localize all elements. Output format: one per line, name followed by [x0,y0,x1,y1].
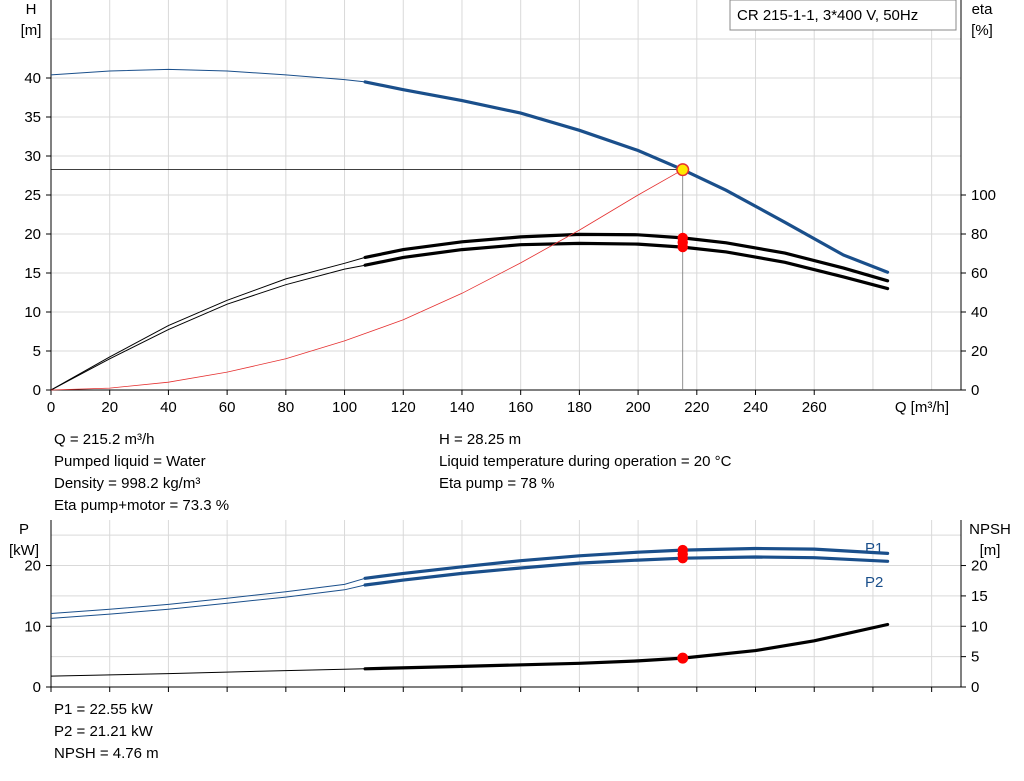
power-npsh-chart: 0 10 20 0 5 10 15 20 P [kW] NPSH [m] P1 P2 [9,520,1011,696]
info-head: H = 28.25 m [439,431,522,448]
info-pumped-liquid: Pumped liquid = Water [54,453,206,470]
info-eta-pump: Eta pump = 78 % [439,475,555,492]
y-right-tick-label: 60 [971,265,988,282]
info-density: Density = 998.2 kg/m³ [54,475,201,492]
curve-2-operating [363,622,890,671]
y-right-tick-label: 40 [971,304,988,321]
x-tick-label: 100 [332,399,357,416]
x-tick-label: 260 [802,399,827,416]
curve-2-operating [363,241,890,291]
y-left-tick-label: 10 [24,618,41,635]
x-tick-label: 140 [449,399,474,416]
op-npsh-marker [677,652,689,664]
y-right-tick-label: 20 [971,558,988,575]
info-eta-pump-motor: Eta pump+motor = 73.3 % [54,497,230,514]
y-left-tick-label: 20 [24,558,41,575]
curve-1-operating [363,232,890,283]
curve-0-extended [50,577,366,614]
y-left-tick-label: 5 [33,343,41,360]
x-tick-label: 0 [47,399,55,416]
y-left-unit: [m] [21,22,42,39]
info-bottom: P1 = 22.55 kW P2 = 21.21 kW NPSH = 4.76 … [54,699,159,765]
curve-1-operating [363,555,890,587]
y-left-tick-label: 40 [24,70,41,87]
x-tick-label: 120 [391,399,416,416]
curve-3 [50,169,683,391]
y-left-unit: [kW] [9,542,39,559]
legend-label: CR 215-1-1, 3*400 V, 50Hz [737,7,918,24]
y-right-tick-label: 0 [971,679,979,696]
op-head-marker [676,163,690,177]
y-right-tick-label: 5 [971,649,979,666]
info-top-right: H = 28.25 m Liquid temperature during op… [439,429,731,495]
y-right-label: eta [972,1,994,18]
info-npsh: NPSH = 4.76 m [54,745,159,762]
y-left-tick-label: 35 [24,109,41,126]
curve-0-operating [363,80,890,274]
info-liquid-temperature: Liquid temperature during operation = 20… [439,453,732,470]
y-left-tick-label: 30 [24,148,41,165]
curve-1-extended [50,256,366,391]
x-tick-label: 60 [219,399,236,416]
y-left-tick-label: 0 [33,679,41,696]
curve-2-extended [50,668,366,677]
x-tick-label: 20 [101,399,118,416]
op-power-marker-center [677,548,688,560]
op-eta-marker-center [677,237,688,248]
y-left-tick-label: 25 [24,187,41,204]
y-left-tick-label: 10 [24,304,41,321]
y-left-tick-label: 15 [24,265,41,282]
y-right-tick-label: 15 [971,588,988,605]
series-label-p2: P2 [865,574,883,591]
x-tick-label: 220 [684,399,709,416]
x-tick-label: 80 [277,399,294,416]
x-tick-label: 160 [508,399,533,416]
y-right-unit: [%] [971,22,993,39]
x-tick-label: 200 [626,399,651,416]
y-right-tick-label: 0 [971,382,979,399]
y-right-label: NPSH [969,521,1011,538]
curve-2-extended [50,264,366,391]
info-p1: P1 = 22.55 kW [54,701,153,718]
curve-1-extended [50,584,366,619]
curve-0-extended [50,68,366,83]
info-p2: P2 = 21.21 kW [54,723,153,740]
legend-box [729,0,957,31]
curve-0-operating [363,546,890,580]
info-top-left: Q = 215.2 m³/h Pumped liquid = Water Den… [54,429,229,517]
x-tick-label: 180 [567,399,592,416]
y-left-label: P [19,521,29,538]
x-tick-label: 40 [160,399,177,416]
y-right-tick-label: 100 [971,187,996,204]
x-tick-label: 240 [743,399,768,416]
y-right-unit: [m] [980,542,1001,559]
y-right-tick-label: 80 [971,226,988,243]
info-flow: Q = 215.2 m³/h [54,431,155,448]
y-right-tick-label: 20 [971,343,988,360]
y-right-tick-label: 10 [971,618,988,635]
head-efficiency-chart: 0 20 40 60 80 100 120 140 160 180 200 220 240 2600510… [21,0,996,416]
y-left-label: H [26,1,37,18]
y-left-tick-label: 0 [33,382,41,399]
x-axis-label: Q [m³/h] [895,399,949,416]
series-label-p1: P1 [865,540,883,557]
y-left-tick-label: 20 [24,226,41,243]
